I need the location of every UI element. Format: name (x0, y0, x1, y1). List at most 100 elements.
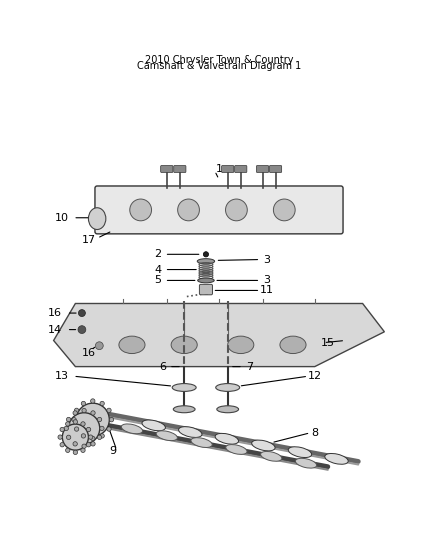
Ellipse shape (280, 336, 306, 353)
Circle shape (73, 419, 78, 424)
Text: 6: 6 (159, 361, 166, 372)
Ellipse shape (215, 433, 239, 444)
Circle shape (273, 199, 295, 221)
Ellipse shape (191, 438, 212, 448)
FancyBboxPatch shape (161, 166, 173, 173)
Circle shape (91, 399, 95, 403)
Text: 13: 13 (55, 371, 69, 381)
Ellipse shape (216, 384, 240, 391)
Ellipse shape (261, 451, 282, 461)
Text: 12: 12 (307, 371, 322, 381)
FancyBboxPatch shape (174, 166, 186, 173)
Circle shape (82, 408, 86, 413)
Circle shape (100, 401, 104, 406)
Text: 10: 10 (55, 213, 69, 223)
Ellipse shape (252, 440, 275, 451)
Circle shape (73, 411, 78, 415)
Circle shape (73, 450, 78, 455)
Circle shape (68, 413, 100, 444)
Text: 2010 Chrysler Town & Country: 2010 Chrysler Town & Country (145, 55, 293, 66)
Circle shape (82, 444, 86, 448)
Text: 3: 3 (263, 276, 270, 286)
Circle shape (86, 427, 91, 432)
Ellipse shape (171, 336, 197, 353)
Circle shape (95, 342, 103, 350)
Text: Camshaft & Valvetrain Diagram 1: Camshaft & Valvetrain Diagram 1 (137, 61, 301, 71)
Ellipse shape (288, 447, 312, 457)
Ellipse shape (228, 336, 254, 353)
Text: 9: 9 (109, 447, 116, 456)
Circle shape (178, 199, 199, 221)
Circle shape (67, 417, 71, 422)
Circle shape (130, 199, 152, 221)
Circle shape (91, 442, 95, 446)
Ellipse shape (142, 420, 166, 431)
Text: 16: 16 (81, 348, 95, 358)
Circle shape (81, 401, 85, 406)
Text: 11: 11 (260, 286, 274, 295)
Ellipse shape (156, 431, 177, 441)
FancyBboxPatch shape (95, 186, 343, 234)
Text: 14: 14 (48, 325, 62, 335)
Text: 5: 5 (155, 276, 162, 286)
Circle shape (58, 435, 62, 439)
Circle shape (91, 411, 95, 415)
Text: 1: 1 (215, 164, 223, 174)
Circle shape (74, 408, 79, 413)
Text: 16: 16 (48, 308, 62, 318)
Text: 3: 3 (263, 255, 270, 264)
FancyBboxPatch shape (199, 284, 212, 295)
Circle shape (72, 417, 76, 422)
Ellipse shape (226, 445, 247, 454)
Ellipse shape (179, 427, 202, 438)
Circle shape (66, 448, 70, 453)
Text: 15: 15 (321, 338, 335, 348)
Text: 2: 2 (155, 249, 162, 260)
Text: 17: 17 (81, 236, 95, 245)
Polygon shape (53, 303, 385, 367)
Circle shape (60, 427, 64, 432)
Circle shape (203, 252, 208, 257)
Circle shape (97, 435, 102, 440)
Circle shape (60, 442, 64, 447)
Ellipse shape (295, 458, 317, 468)
Ellipse shape (198, 278, 214, 283)
Text: 7: 7 (246, 361, 253, 372)
Circle shape (73, 442, 78, 446)
Ellipse shape (173, 406, 195, 413)
Ellipse shape (197, 259, 215, 264)
Circle shape (110, 417, 114, 422)
Text: 8: 8 (311, 428, 318, 438)
Ellipse shape (217, 406, 239, 413)
Ellipse shape (88, 208, 106, 230)
Circle shape (67, 435, 71, 440)
FancyBboxPatch shape (256, 166, 268, 173)
Circle shape (78, 310, 85, 317)
Circle shape (64, 426, 68, 431)
Circle shape (97, 417, 102, 422)
FancyBboxPatch shape (222, 166, 234, 173)
Ellipse shape (325, 454, 348, 464)
Circle shape (62, 424, 88, 450)
Circle shape (107, 427, 111, 431)
Circle shape (81, 434, 85, 438)
Circle shape (100, 434, 104, 438)
Text: 4: 4 (155, 264, 162, 274)
Circle shape (81, 422, 85, 426)
Circle shape (91, 436, 95, 441)
Circle shape (86, 442, 91, 447)
Circle shape (226, 199, 247, 221)
Circle shape (74, 427, 79, 431)
Circle shape (78, 326, 86, 334)
Circle shape (100, 426, 104, 431)
FancyBboxPatch shape (235, 166, 247, 173)
Circle shape (88, 435, 93, 439)
Polygon shape (67, 408, 358, 473)
FancyBboxPatch shape (269, 166, 282, 173)
Circle shape (81, 448, 85, 453)
Circle shape (66, 422, 70, 426)
Circle shape (76, 403, 110, 436)
Ellipse shape (172, 384, 196, 391)
Circle shape (107, 408, 111, 413)
Ellipse shape (121, 424, 143, 434)
